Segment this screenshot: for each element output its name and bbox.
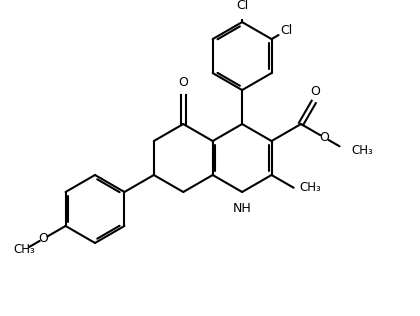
Text: CH₃: CH₃ [351,144,373,157]
Text: O: O [39,232,48,245]
Text: NH: NH [233,202,252,215]
Text: CH₃: CH₃ [13,243,35,256]
Text: Cl: Cl [280,24,292,37]
Text: Cl: Cl [236,0,248,12]
Text: O: O [311,85,320,98]
Text: CH₃: CH₃ [299,181,321,194]
Text: O: O [320,131,329,144]
Text: O: O [178,76,188,88]
